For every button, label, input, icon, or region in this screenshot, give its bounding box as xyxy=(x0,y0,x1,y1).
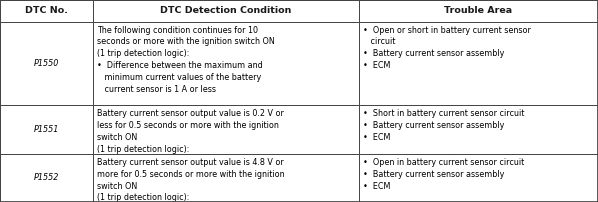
Bar xyxy=(93,105,359,154)
Text: •  Open in battery current sensor circuit
•  Battery current sensor assembly
•  : • Open in battery current sensor circuit… xyxy=(363,158,524,190)
Text: Battery current sensor output value is 4.8 V or
more for 0.5 seconds or more wit: Battery current sensor output value is 4… xyxy=(97,158,284,202)
Bar xyxy=(359,0,598,22)
Bar xyxy=(359,22,598,105)
Text: •  Short in battery current sensor circuit
•  Battery current sensor assembly
• : • Short in battery current sensor circui… xyxy=(363,109,524,142)
Bar xyxy=(0,105,93,154)
Bar xyxy=(0,22,93,105)
Bar xyxy=(0,154,93,202)
Bar xyxy=(359,105,598,154)
Bar xyxy=(93,0,359,22)
Text: DTC No.: DTC No. xyxy=(25,6,68,15)
Bar xyxy=(93,154,359,202)
Text: The following condition continues for 10
seconds or more with the ignition switc: The following condition continues for 10… xyxy=(97,26,274,94)
Text: DTC Detection Condition: DTC Detection Condition xyxy=(160,6,291,15)
Bar xyxy=(359,154,598,202)
Bar xyxy=(0,0,93,22)
Text: Trouble Area: Trouble Area xyxy=(444,6,512,15)
Text: P1550: P1550 xyxy=(33,59,59,68)
Text: P1552: P1552 xyxy=(33,174,59,182)
Text: Battery current sensor output value is 0.2 V or
less for 0.5 seconds or more wit: Battery current sensor output value is 0… xyxy=(97,109,283,154)
Text: P1551: P1551 xyxy=(33,125,59,134)
Text: •  Open or short in battery current sensor
   circuit
•  Battery current sensor : • Open or short in battery current senso… xyxy=(363,26,530,70)
Bar xyxy=(93,22,359,105)
